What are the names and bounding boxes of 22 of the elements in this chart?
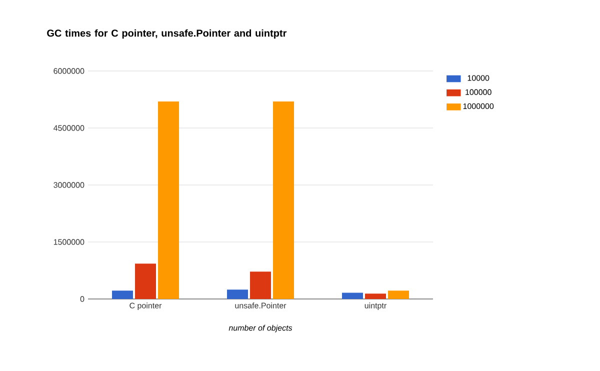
bar (388, 290, 409, 299)
bar (135, 264, 156, 299)
x-tick-label: uintptr (364, 302, 386, 310)
legend-label: 10000 (468, 75, 490, 81)
y-tick-label: 3000000 (54, 182, 84, 188)
bar (342, 292, 363, 299)
bar (365, 294, 386, 299)
y-tick-label: 6000000 (54, 68, 84, 74)
x-axis-title: number of objects (228, 324, 292, 332)
y-tick-label: 1500000 (54, 239, 84, 245)
legend-label: 100000 (466, 89, 492, 95)
chart-title: GC times for C pointer, unsafe.Pointer and uintptr (47, 29, 287, 39)
bar (250, 272, 271, 299)
bar (112, 290, 134, 299)
bar (158, 101, 180, 299)
legend-label: 1000000 (463, 103, 494, 110)
x-tick-label: C pointer (130, 302, 162, 310)
y-tick-label: 0 (80, 296, 84, 302)
x-tick-label: unsafe.Pointer (235, 302, 286, 308)
bar (227, 290, 248, 299)
bar (273, 101, 294, 299)
y-tick-label: 4500000 (54, 125, 84, 131)
